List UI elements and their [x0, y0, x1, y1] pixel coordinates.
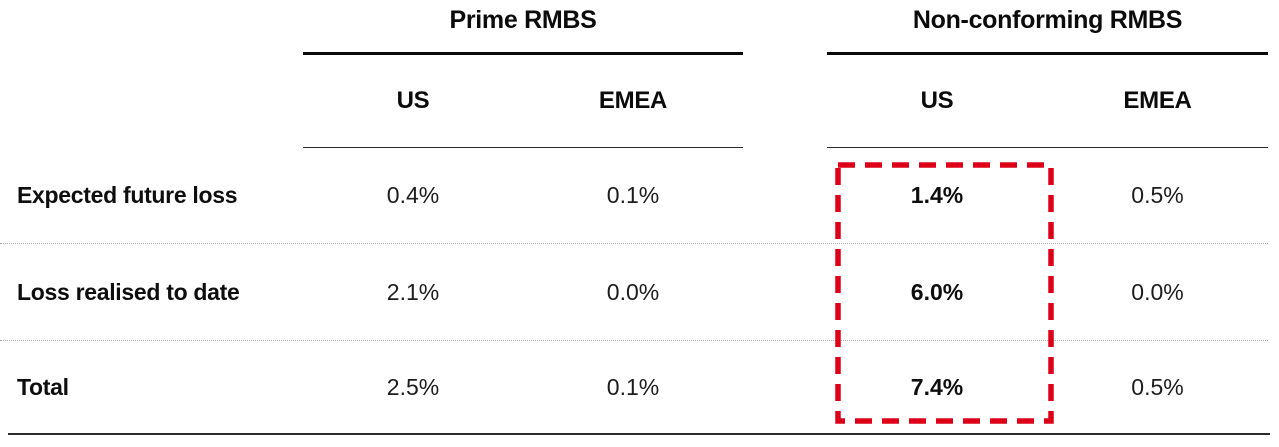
group-header-prime-rmbs-label: Prime RMBS [449, 6, 597, 34]
cell-prime-emea: 0.1% [606, 373, 660, 400]
col-header-prime-us-label: US [396, 87, 430, 114]
col-header-nonconforming-us-label: US [920, 87, 954, 114]
subheader-spacer [0, 55, 303, 148]
col-header-prime-us: US [303, 55, 523, 148]
row-label: Loss realised to date [17, 278, 240, 305]
cell-nonconforming-us: 7.4% [910, 373, 964, 400]
cell-prime-us: 2.1% [386, 278, 440, 305]
group-gap [743, 148, 827, 243]
header-spacer [0, 0, 303, 55]
col-header-nonconforming-emea: EMEA [1047, 55, 1268, 148]
table-bottom-rule [8, 433, 1270, 435]
cell-prime-emea: 0.0% [606, 278, 660, 305]
col-header-prime-emea: EMEA [523, 55, 743, 148]
group-gap [743, 55, 827, 148]
row-label: Expected future loss [17, 182, 238, 208]
group-header-non-conforming-rmbs: Non-conforming RMBS [827, 0, 1268, 55]
cell-nonconforming-emea: 0.5% [1131, 182, 1184, 208]
column-header-row: US EMEA US EMEA [0, 55, 1279, 148]
cell-nonconforming-emea: 0.5% [1131, 373, 1184, 400]
col-header-nonconforming-us: US [827, 55, 1047, 148]
table-row-expected-future-loss: Expected future loss 0.4% 0.1% 1.4% 0.5% [0, 148, 1268, 243]
table-row-total: Total 2.5% 0.1% 7.4% 0.5% [0, 340, 1268, 433]
group-gap [743, 341, 827, 433]
group-header-non-conforming-rmbs-label: Non-conforming RMBS [912, 6, 1183, 34]
group-gap [743, 0, 827, 55]
cell-prime-us: 2.5% [386, 373, 440, 400]
row-label: Total [17, 373, 69, 400]
group-header-prime-rmbs: Prime RMBS [303, 0, 743, 55]
table-row-loss-realised-to-date: Loss realised to date 2.1% 0.0% 6.0% 0.0… [0, 243, 1268, 340]
group-header-row: Prime RMBS Non-conforming RMBS [0, 0, 1279, 55]
cell-nonconforming-us: 1.4% [910, 182, 964, 208]
col-header-nonconforming-emea-label: EMEA [1123, 87, 1192, 114]
col-header-prime-emea-label: EMEA [598, 87, 668, 114]
cell-prime-emea: 0.1% [606, 182, 660, 208]
cell-nonconforming-us: 6.0% [910, 278, 964, 305]
cell-nonconforming-emea: 0.0% [1131, 278, 1184, 305]
group-gap [743, 244, 827, 340]
cell-prime-us: 0.4% [386, 182, 440, 208]
